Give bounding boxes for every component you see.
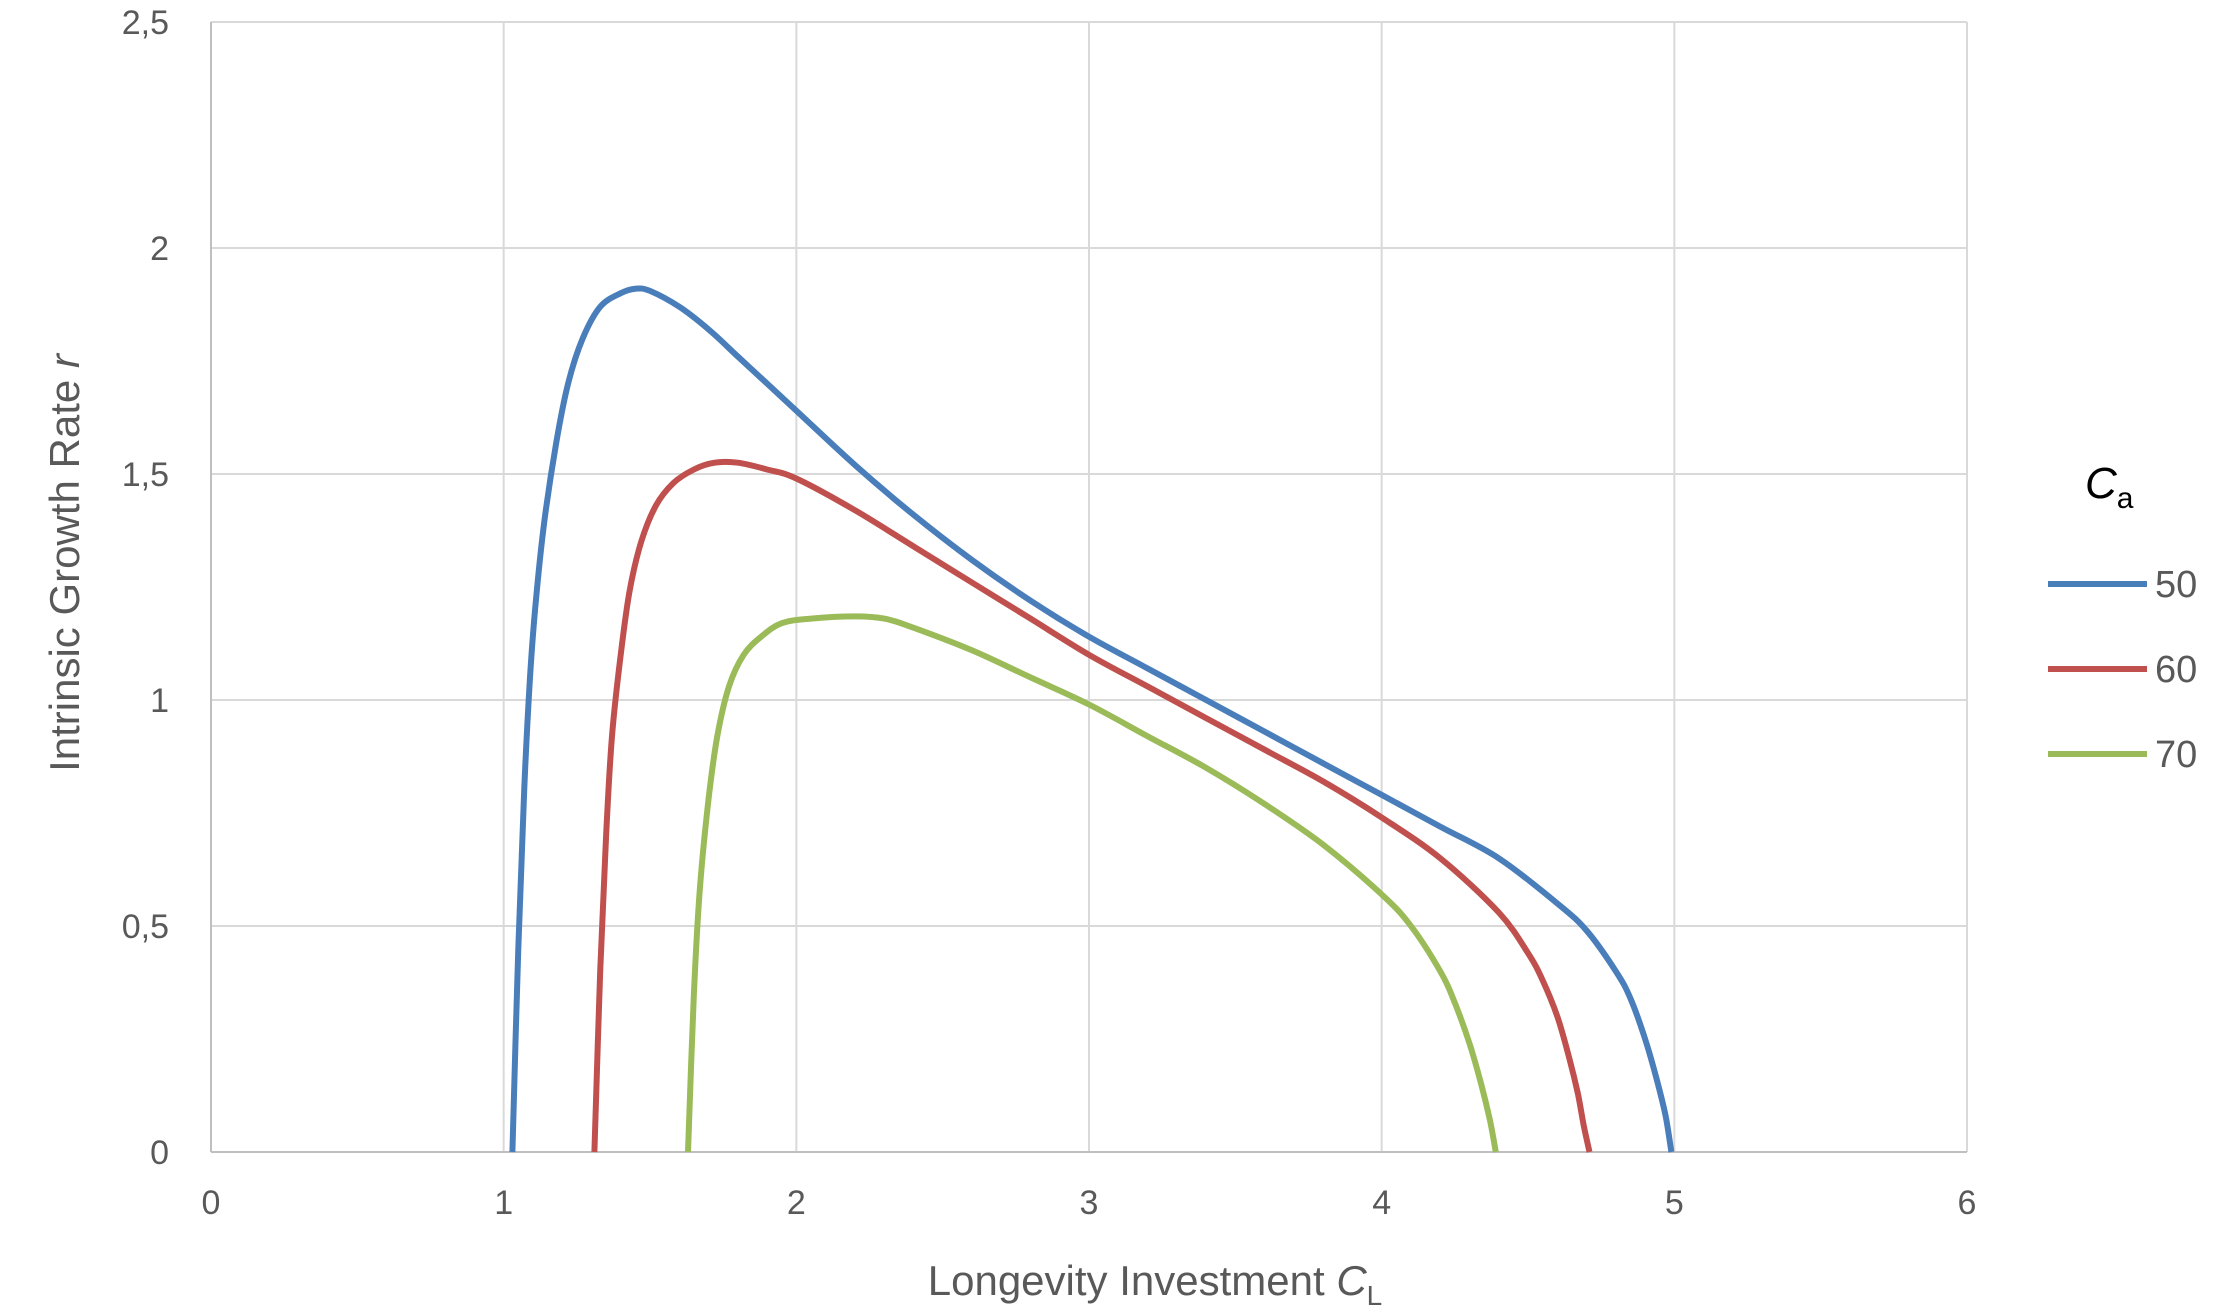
x-axis-title-subscript: L: [1367, 1280, 1383, 1310]
x-tick-label-2: 2: [787, 1184, 806, 1222]
legend: Ca 50 60 70: [2048, 459, 2197, 776]
y-axis-title-variable: r: [41, 352, 88, 368]
legend-label-70: 70: [2155, 734, 2197, 776]
axes: [210, 22, 1967, 1153]
legend-title: Ca: [2085, 459, 2134, 515]
grid-lines: [211, 21, 1968, 1152]
y-tick-label-4: 2: [150, 230, 169, 268]
legend-title-variable: C: [2085, 459, 2118, 508]
y-tick-label-0: 0: [150, 1134, 169, 1172]
y-tick-label-5: 2,5: [122, 4, 169, 42]
x-tick-label-5: 5: [1665, 1184, 1684, 1222]
x-tick-label-0: 0: [202, 1184, 221, 1222]
legend-label-50: 50: [2155, 564, 2197, 606]
x-tick-label-3: 3: [1080, 1184, 1099, 1222]
series-line-60: [591, 458, 1593, 1153]
x-tick-label-1: 1: [494, 1184, 513, 1222]
series-line-70: [685, 613, 1499, 1153]
x-tick-label-4: 4: [1372, 1184, 1391, 1222]
series-lines: [509, 285, 1675, 1153]
y-tick-label-1: 0,5: [122, 908, 169, 946]
tick-labels: 0 1 2 3 4 5 6 0 0,5 1 1,5 2 2,5: [122, 4, 1977, 1222]
legend-title-subscript: a: [2117, 482, 2134, 515]
y-tick-label-3: 1,5: [122, 456, 169, 494]
legend-label-60: 60: [2155, 649, 2197, 691]
y-axis-title: Intrinsic Growth Rate r: [41, 352, 88, 772]
x-axis-title: Longevity Investment CL: [928, 1257, 1382, 1310]
x-tick-label-6: 6: [1958, 1184, 1977, 1222]
legend-items: 50 60 70: [2048, 564, 2197, 776]
x-axis-title-variable: C: [1336, 1257, 1367, 1304]
y-axis-title-text: Intrinsic Growth Rate: [41, 368, 88, 772]
x-axis-title-text: Longevity Investment: [928, 1257, 1337, 1304]
series-line-50: [509, 285, 1675, 1153]
y-tick-label-2: 1: [150, 682, 169, 720]
